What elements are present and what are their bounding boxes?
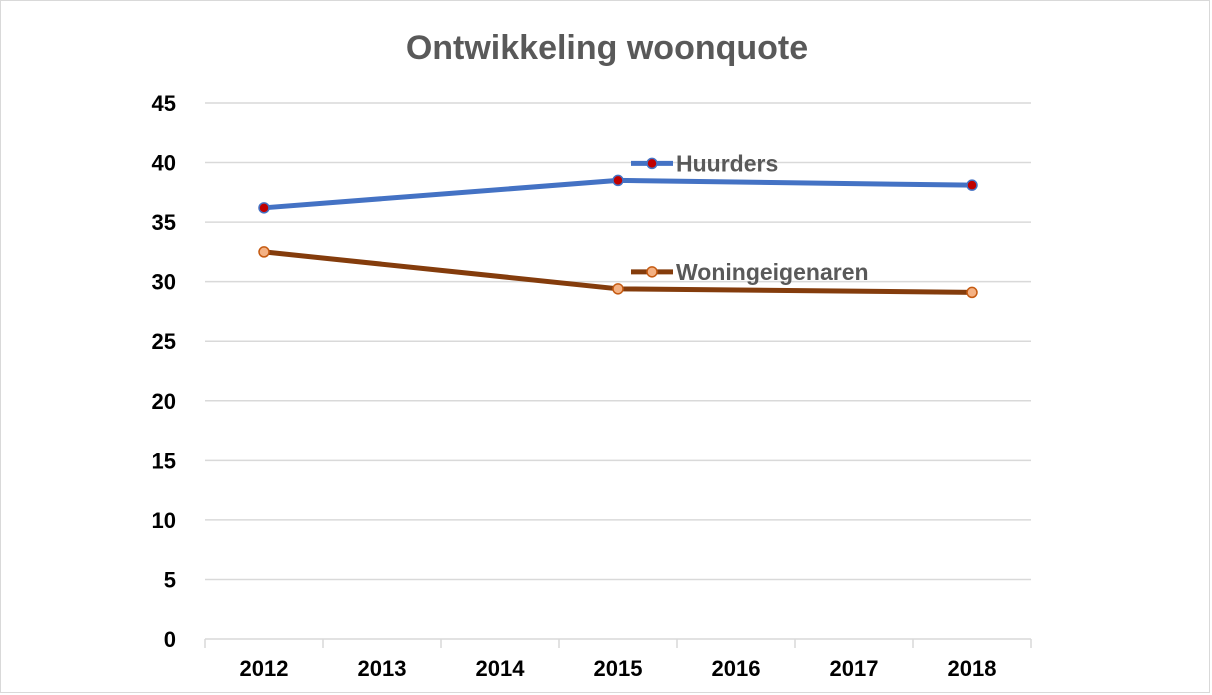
legend-marker-huurders (646, 157, 658, 170)
y-tick-label: 45 (152, 91, 176, 116)
data-point-woningeigenaren-2015 (612, 283, 624, 295)
gridlines (205, 102, 1031, 581)
y-tick-label: 40 (152, 151, 176, 176)
x-axis-ticks: 2012 2013 2014 2015 2016 2017 2018 (240, 656, 997, 681)
data-point-huurders-2015 (612, 174, 624, 187)
y-tick-label: 30 (152, 270, 176, 295)
data-point-huurders-2012 (258, 202, 270, 214)
x-tick-label: 2015 (594, 656, 643, 681)
y-tick-label: 15 (152, 448, 176, 473)
legend-marker-woningeigenaren (646, 266, 658, 278)
chart-title: Ontwikkeling woonquote (406, 29, 808, 67)
data-point-huurders-2018 (966, 179, 978, 191)
x-axis (204, 638, 1032, 648)
x-tick-label: 2016 (712, 656, 761, 681)
legend-label-woningeigenaren: Woningeigenaren (676, 259, 869, 285)
y-tick-label: 0 (164, 627, 176, 652)
data-point-woningeigenaren-2018 (966, 286, 978, 299)
y-tick-label: 10 (152, 508, 176, 533)
y-tick-label: 35 (152, 210, 176, 235)
series-lines (258, 174, 978, 299)
legend: Huurders Woningeigenaren (631, 150, 869, 285)
legend-label-huurders: Huurders (676, 150, 778, 176)
y-axis-ticks: 0 5 10 15 20 25 30 35 40 45 (152, 91, 176, 652)
x-tick-label: 2013 (358, 656, 407, 681)
data-point-woningeigenaren-2012 (258, 246, 270, 258)
x-tick-label: 2014 (476, 656, 526, 681)
x-tick-label: 2017 (830, 656, 879, 681)
y-tick-label: 25 (152, 329, 176, 354)
y-tick-label: 5 (164, 567, 176, 592)
y-tick-label: 20 (152, 389, 176, 414)
x-tick-label: 2018 (948, 656, 997, 681)
x-tick-label: 2012 (240, 656, 289, 681)
